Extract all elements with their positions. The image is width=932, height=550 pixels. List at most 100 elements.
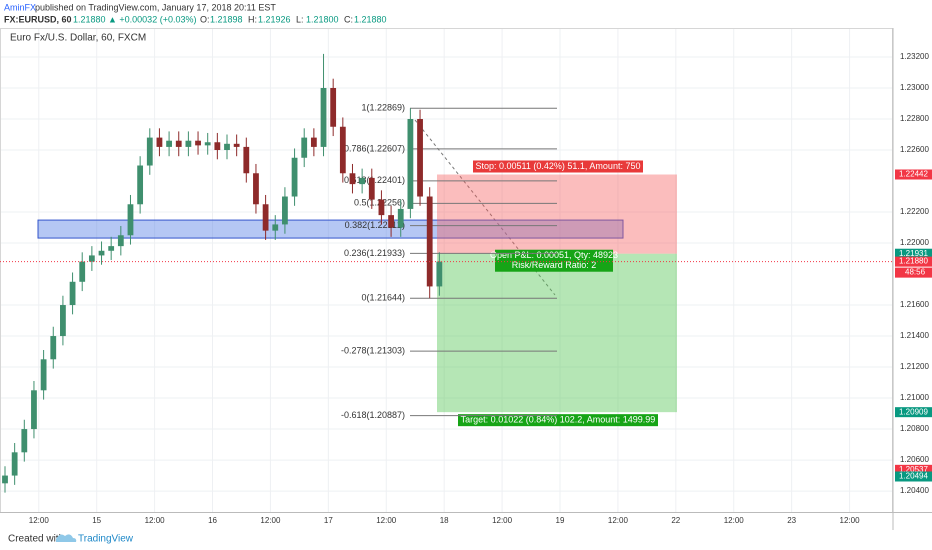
price-tag-bg [895,471,932,482]
pnl-label: Open P&L: 0.00051, Qty: 48923 [490,250,618,260]
published: published on TradingView.com, January 17… [35,2,276,12]
symbol: FX:EURUSD, 60 [4,14,72,24]
price-tag-bg [895,464,932,475]
fib-label: -0.278(1.21303) [341,345,405,355]
candle-body [388,215,394,228]
publisher: AminFX [4,2,36,12]
legend-title: Euro Fx/U.S. Dollar, 60, FXCM [10,33,146,44]
price-tag-bg [895,248,932,259]
x-tick-label: 15 [92,516,101,525]
ohlc-key: L: [296,14,304,24]
price-tag: 1.21880 [899,257,928,266]
candle-body [79,261,86,282]
stop-label-bg [473,160,643,173]
ohlc-value: 1.21880 [354,14,387,24]
x-tick-label: 12:00 [29,516,50,525]
y-tick-label: 1.22800 [900,114,929,123]
x-tick-label: 18 [440,516,449,525]
candle-body [368,177,375,200]
candle-body [310,137,317,147]
x-tick-label: 22 [671,516,680,525]
candle-body [253,173,259,205]
candle-body [426,196,433,287]
candle-body [320,87,327,147]
logo [56,534,77,542]
candle-body [417,119,423,197]
candle-body [88,255,95,262]
target-label: Target: 0.01022 (0.84%) 102.2, Amount: 1… [461,415,656,425]
fib-label: 1(1.22869) [361,103,405,113]
x-tick-label: 12:00 [840,516,861,525]
y-tick-label: 1.20600 [900,455,929,464]
x-tick-label: 12:00 [376,516,397,525]
price-tag-bg [895,407,932,418]
candle-body [11,452,18,476]
candle-body [175,140,182,147]
support-zone [37,219,624,239]
candle-body [137,165,144,205]
y-tick-label: 1.21000 [900,393,929,402]
x-tick-label: 12:00 [724,516,745,525]
candle-body [185,140,192,147]
candle-body [2,475,8,484]
candle-body [339,126,346,174]
ohlc-key: H: [248,14,257,24]
candle-body [50,336,57,360]
ohlc-key: O: [200,14,210,24]
pnl-label-bg [495,249,613,272]
x-tick-label: 16 [208,516,217,525]
rr-label: Risk/Reward Ratio: 2 [512,260,597,270]
y-tick-label: 1.23200 [900,52,929,61]
target-label-bg [458,414,658,427]
candle-body [117,235,124,247]
stop-label: Stop: 0.00511 (0.42%) 51.1, Amount: 750 [476,161,641,171]
y-tick-label: 1.21200 [900,362,929,371]
y-tick-label: 1.20400 [900,486,929,495]
ohlc-value: 1.21926 [258,14,291,24]
candle-body [146,137,153,166]
ohlc-value: 1.21800 [306,14,339,24]
x-tick-label: 12:00 [608,516,629,525]
fib-label: -0.618(1.20887) [341,410,405,420]
y-tick-label: 1.21400 [900,331,929,340]
candle-body [98,250,105,256]
candle-body [21,429,28,453]
candle-body [69,281,76,306]
timer: 48:56 [905,268,926,277]
price-tag-bg [895,256,932,267]
candle-body [233,143,240,147]
candle-body [156,137,163,147]
candle-body [301,137,308,158]
y-tick-label: 1.22200 [900,207,929,216]
candle-body [349,173,356,185]
last-price: 1.21880 [73,14,106,24]
fib-label: 0.786(1.22607) [344,143,405,153]
candle-body [243,146,250,174]
price-tag: 1.20537 [899,465,928,474]
y-tick-label: 1.22600 [900,145,929,154]
fib-label: 0.236(1.21933) [344,248,405,258]
x-tick-label: 12:00 [145,516,166,525]
candle-body [195,140,201,146]
x-tick-label: 23 [787,516,796,525]
candle-body [330,87,337,127]
price-tag-bg [895,169,932,180]
candle-body [166,140,172,147]
candle-body [378,199,385,216]
candle-body [127,204,134,236]
target-area [437,253,677,413]
candle-body [436,261,443,287]
candle-body [262,204,269,231]
price-tag: 1.20494 [899,472,928,481]
candle-body [282,196,288,225]
candle-body [224,143,230,151]
ohlc-key: C: [344,14,353,24]
candle-body [108,246,115,251]
y-tick-label: 1.22000 [900,238,929,247]
price-tag: 1.20909 [899,407,928,416]
candle-body [60,305,66,337]
y-tick-label: 1.21600 [900,300,929,309]
